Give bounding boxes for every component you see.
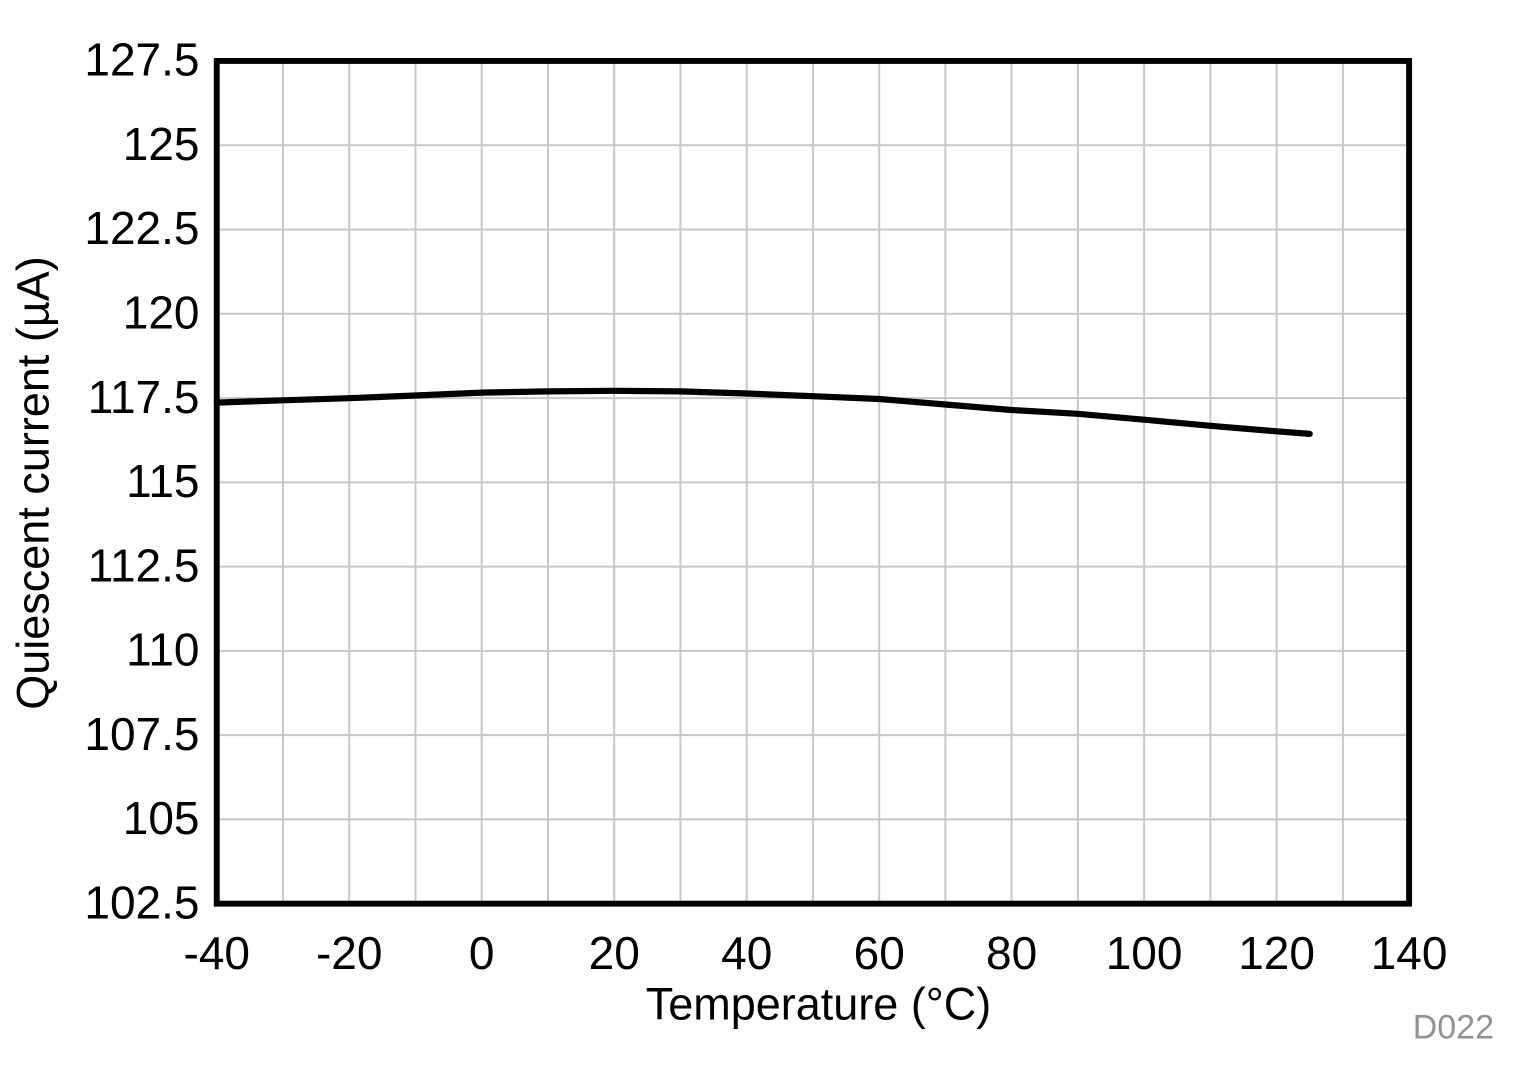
svg-text:D022: D022 [1413,1009,1494,1047]
svg-text:40: 40 [721,927,772,979]
svg-text:140: 140 [1371,927,1448,979]
svg-text:Temperature (°C): Temperature (°C) [646,979,992,1030]
svg-text:-40: -40 [184,927,250,979]
svg-text:125: 125 [123,118,200,170]
svg-text:60: 60 [854,927,905,979]
svg-text:107.5: 107.5 [84,708,199,760]
svg-text:112.5: 112.5 [88,539,200,591]
svg-text:80: 80 [986,927,1037,979]
svg-text:0: 0 [469,927,495,979]
svg-text:122.5: 122.5 [84,202,199,254]
svg-text:-20: -20 [316,927,382,979]
svg-text:102.5: 102.5 [84,876,199,928]
svg-text:127.5: 127.5 [84,34,199,86]
svg-text:117.5: 117.5 [88,371,200,423]
svg-text:120: 120 [1238,927,1315,979]
svg-text:Quiescent current (µA): Quiescent current (µA) [7,256,58,710]
svg-text:105: 105 [123,792,200,844]
svg-text:115: 115 [126,455,199,507]
svg-text:100: 100 [1106,927,1183,979]
svg-text:120: 120 [123,287,200,339]
svg-text:20: 20 [589,927,640,979]
svg-text:110: 110 [126,624,199,676]
